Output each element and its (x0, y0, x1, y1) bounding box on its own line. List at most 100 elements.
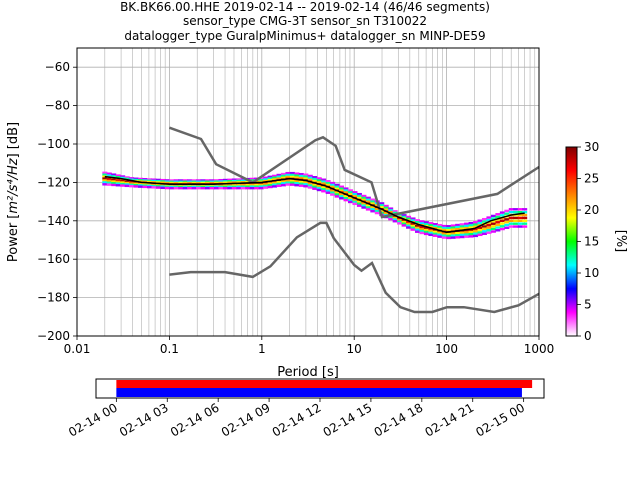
psd-heatmap-cell (129, 177, 135, 180)
psd-heatmap-cell (321, 186, 327, 189)
psd-heatmap-cell (245, 185, 251, 188)
psd-heatmap-cell (464, 231, 470, 234)
psd-heatmap-cell (517, 210, 523, 214)
psd-heatmap-cell (240, 178, 246, 181)
psd-heatmap-cell (464, 233, 470, 236)
psd-heatmap-cell (129, 183, 135, 187)
psd-heatmap-cell (347, 198, 353, 202)
psd-heatmap-cell (446, 232, 452, 236)
psd-heatmap-cell (406, 222, 412, 226)
psd-heatmap-cell (352, 194, 358, 198)
psd-heatmap-cell (432, 230, 438, 234)
psd-heatmap-cell (339, 189, 345, 192)
psd-heatmap-cell (374, 211, 380, 215)
psd-heatmap-cell (111, 175, 117, 178)
psd-heatmap-cell (459, 233, 465, 237)
psd-heatmap-cell (231, 181, 237, 184)
psd-heatmap-cell (258, 186, 264, 190)
psd-heatmap-cell (356, 202, 362, 205)
psd-heatmap-cell (151, 183, 157, 186)
psd-heatmap-cell (410, 226, 416, 229)
psd-heatmap-cell (446, 236, 452, 240)
psd-heatmap-cell (414, 221, 420, 224)
psd-heatmap-cell (298, 180, 304, 184)
psd-heatmap-cell (383, 206, 389, 210)
psd-heatmap-cell (316, 177, 322, 180)
y-tick-label: −160 (37, 252, 70, 266)
psd-heatmap-cell (124, 180, 130, 183)
psd-heatmap-cell (312, 183, 318, 187)
psd-heatmap-cell (151, 178, 157, 181)
psd-heatmap-cell (258, 183, 264, 187)
psd-heatmap-cell (155, 185, 161, 188)
psd-heatmap-cell (423, 232, 429, 236)
psd-heatmap-cell (294, 180, 300, 183)
psd-heatmap-cell (120, 176, 126, 180)
x-tick-label: 10 (347, 342, 362, 356)
psd-heatmap-cell (285, 175, 291, 179)
psd-heatmap-cell (200, 181, 206, 185)
psd-heatmap-cell (196, 179, 202, 182)
psd-heatmap-cell (111, 180, 117, 183)
psd-heatmap-cell (187, 179, 193, 182)
psd-heatmap-cell (263, 179, 269, 183)
psd-heatmap-cell (285, 181, 291, 184)
psd-heatmap-cell (347, 200, 353, 204)
psd-heatmap-cell (361, 202, 367, 205)
psd-heatmap-cell (280, 183, 286, 187)
psd-heatmap-cell (102, 177, 108, 180)
psd-heatmap-cell (231, 184, 237, 187)
psd-heatmap-cell (374, 208, 380, 211)
psd-heatmap-cell (450, 228, 456, 231)
psd-heatmap-cell (410, 224, 416, 228)
psd-heatmap-cell (450, 224, 456, 227)
psd-heatmap-cell (459, 231, 465, 235)
psd-heatmap-cell (272, 178, 278, 181)
psd-heatmap-cell (155, 186, 161, 189)
psd-heatmap-cell (102, 181, 108, 184)
psd-heatmap-cell (124, 177, 130, 181)
plot-frame (76, 47, 540, 337)
psd-heatmap-cell (280, 176, 286, 179)
psd-heatmap-cell (397, 222, 403, 225)
psd-heatmap-cell (196, 186, 202, 190)
x-tick-label: 1 (258, 342, 266, 356)
psd-heatmap-cell (205, 181, 211, 185)
psd-heatmap-cell (102, 179, 108, 182)
psd-heatmap-cell (106, 174, 112, 177)
psd-heatmap-cell (406, 226, 412, 229)
psd-heatmap-cell (267, 179, 273, 182)
noise-model-nhnm (168, 126, 540, 219)
psd-heatmap-cell (151, 179, 157, 183)
psd-heatmap-cell (473, 225, 479, 229)
psd-heatmap-cell (106, 181, 112, 185)
psd-heatmap-cell (486, 216, 492, 219)
psd-heatmap-cell (517, 219, 523, 222)
psd-heatmap-cell (173, 181, 179, 185)
psd-heatmap-cell (222, 178, 228, 182)
plot-background (77, 48, 539, 336)
psd-heatmap-cell (200, 179, 206, 182)
psd-heatmap-cell (423, 230, 429, 234)
psd-heatmap-cell (164, 186, 170, 190)
psd-heatmap-cell (361, 198, 367, 202)
psd-heatmap-cell (481, 220, 487, 223)
psd-heatmap-cell (490, 227, 496, 231)
psd-heatmap-cell (477, 231, 483, 234)
psd-heatmap-cell (289, 179, 295, 183)
colorbar-tick-label: 25 (584, 172, 599, 186)
psd-heatmap-cell (312, 177, 318, 181)
psd-heatmap-cell (213, 185, 219, 189)
psd-heatmap-cell (254, 183, 260, 187)
psd-heatmap-cell (379, 204, 385, 207)
psd-heatmap-cell (218, 178, 224, 182)
psd-heatmap-cell (401, 219, 407, 222)
psd-heatmap-cell (508, 216, 514, 220)
psd-heatmap-cell (200, 185, 206, 189)
psd-heatmap-cell (240, 184, 246, 187)
psd-heatmap-cell (325, 183, 331, 187)
psd-heatmap-cell (285, 183, 291, 186)
psd-heatmap-cell (428, 231, 434, 235)
psd-heatmap-cell (303, 173, 309, 176)
psd-heatmap-cell (334, 185, 340, 189)
